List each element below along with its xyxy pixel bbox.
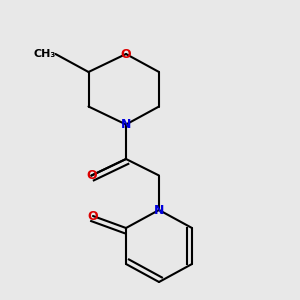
Text: N: N bbox=[154, 203, 164, 217]
Text: O: O bbox=[121, 47, 131, 61]
Text: N: N bbox=[121, 118, 131, 131]
Text: CH₃: CH₃ bbox=[33, 49, 56, 59]
Text: O: O bbox=[88, 209, 98, 223]
Text: O: O bbox=[86, 169, 97, 182]
